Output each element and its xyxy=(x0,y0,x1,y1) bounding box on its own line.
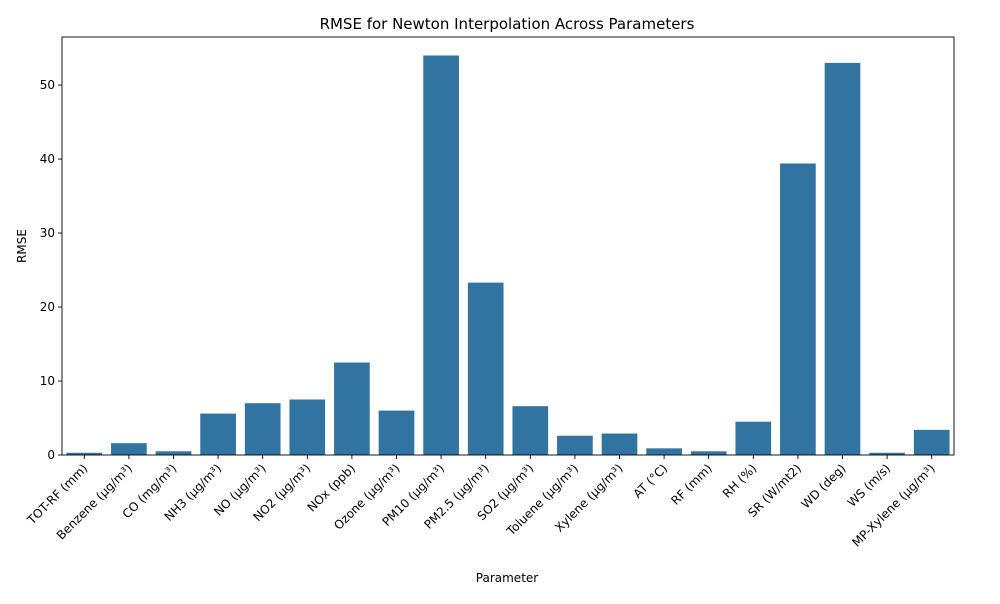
x-tick-label-15: RH (%) xyxy=(720,461,760,501)
y-tick-label-1: 10 xyxy=(40,374,55,388)
y-axis-title: RMSE xyxy=(15,229,29,263)
bar-10 xyxy=(512,406,549,455)
x-axis-title: Parameter xyxy=(476,571,538,585)
bar-15 xyxy=(735,421,772,455)
y-tick-label-4: 40 xyxy=(40,152,55,166)
bar-7 xyxy=(378,410,415,455)
bar-13 xyxy=(646,448,682,455)
bar-1 xyxy=(111,443,147,455)
x-tick-label-13: AT (°C) xyxy=(631,461,671,501)
x-tick-label-19: MP-Xylene (µg/m³) xyxy=(849,461,937,549)
bar-19 xyxy=(913,429,950,455)
bar-14 xyxy=(690,451,727,455)
bar-17 xyxy=(824,62,861,455)
bar-5 xyxy=(289,399,326,455)
bar-2 xyxy=(155,451,192,455)
bars-layer xyxy=(66,55,950,455)
y-tick-label-3: 30 xyxy=(40,226,55,240)
y-tick-label-2: 20 xyxy=(40,300,55,314)
bar-4 xyxy=(244,403,281,455)
y-tick-label-5: 50 xyxy=(40,78,55,92)
x-tick-label-17: WD (deg) xyxy=(798,461,848,511)
plot-frame xyxy=(61,36,955,456)
axes-layer xyxy=(61,36,955,456)
bar-9 xyxy=(467,282,504,455)
bar-12 xyxy=(601,433,638,455)
y-tick-label-0: 0 xyxy=(47,448,55,462)
bar-11 xyxy=(557,435,593,455)
x-tick-label-14: RF (mm) xyxy=(668,461,715,508)
x-tick-label-1: Benzene (µg/m³) xyxy=(54,461,135,542)
bar-0 xyxy=(66,452,103,455)
bar-8 xyxy=(423,55,459,455)
bar-6 xyxy=(334,362,370,455)
chart-title: RMSE for Newton Interpolation Across Par… xyxy=(320,15,695,33)
bar-3 xyxy=(200,413,236,455)
bar-18 xyxy=(869,452,905,455)
bar-16 xyxy=(780,163,816,455)
